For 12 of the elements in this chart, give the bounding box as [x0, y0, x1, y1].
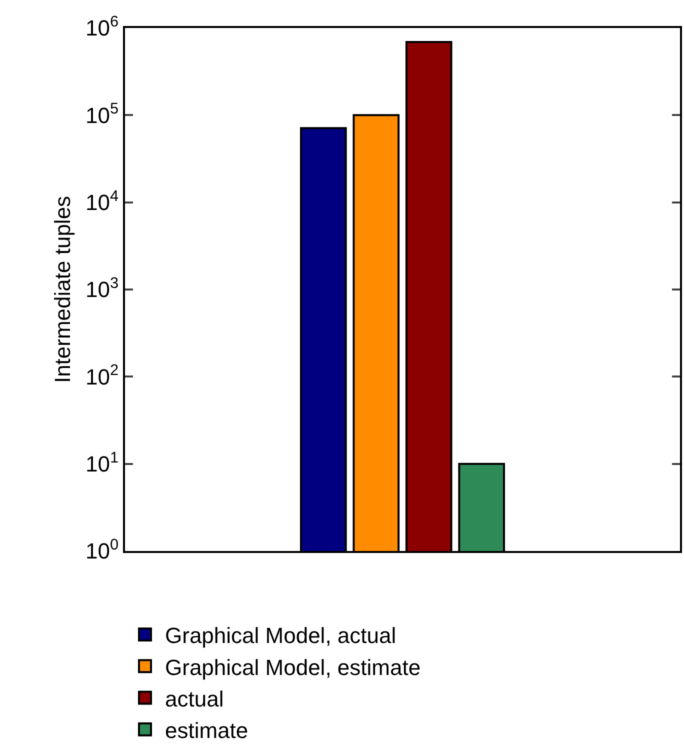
legend-label: actual — [165, 686, 224, 712]
y-tick-label: 10$^{3}$ — [86, 274, 119, 302]
legend-label: Graphical Model, estimate — [165, 654, 421, 680]
y-axis-title: Intermediate tuples — [50, 196, 75, 384]
y-tick-label: 10$^{4}$ — [86, 188, 120, 216]
y-tick-label: 10$^{2}$ — [86, 362, 119, 390]
legend-label: Graphical Model, actual — [165, 623, 396, 648]
y-tick-label: 10$^{0}$ — [86, 536, 119, 564]
y-tick-label: 10$^{1}$ — [86, 449, 119, 477]
y-tick-label: 10$^{6}$ — [86, 13, 119, 41]
legend-label: estimate — [165, 718, 248, 743]
y-tick-label: 10$^{5}$ — [86, 100, 119, 128]
